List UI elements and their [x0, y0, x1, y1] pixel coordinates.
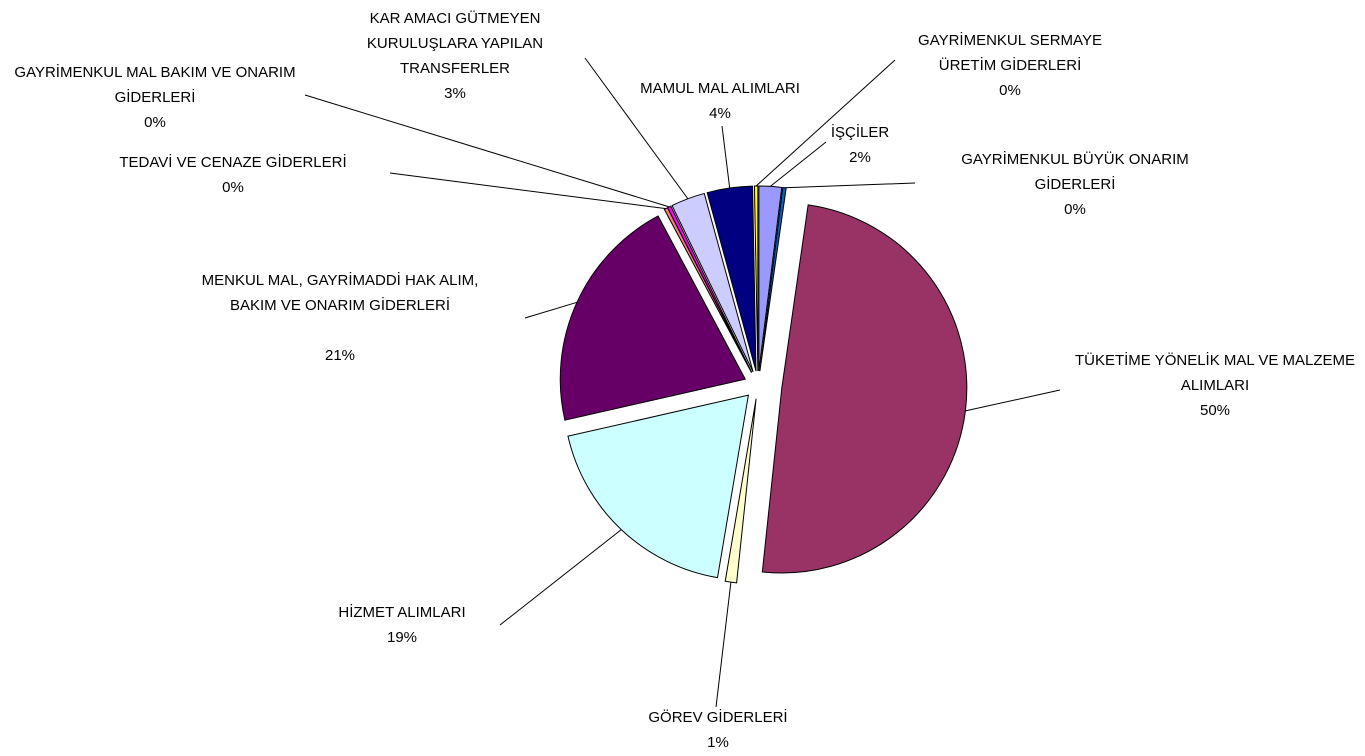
slice-label: MENKUL MAL, GAYRİMADDİ HAK ALIM, BAKIM V… [201, 272, 479, 314]
pie-slice [761, 204, 968, 574]
slice-label: GAYRİMENKUL BÜYÜK ONARIM GİDERLERİ [961, 151, 1189, 193]
slice-label: TÜKETİME YÖNELİK MAL VE MALZEME ALIMLARI [1074, 352, 1356, 394]
slice-label: TEDAVİ VE CENAZE GİDERLERİ [119, 154, 347, 171]
slice-value-label: 2% [849, 149, 871, 166]
slice-value-label: 4% [709, 105, 731, 122]
pie-slice [706, 185, 757, 372]
pie-slice [567, 394, 749, 579]
slice-label: GAYRİMENKUL MAL BAKIM VE ONARIM GİDERLER… [14, 64, 296, 106]
leader-line [499, 529, 622, 626]
leader-line [784, 182, 916, 189]
slice-value-label: 50% [1199, 402, 1231, 419]
slice-label: GÖREV GİDERLERİ [648, 709, 788, 726]
leader-line [721, 125, 731, 189]
slice-label: HİZMET ALIMLARI [338, 604, 466, 621]
leader-line [524, 301, 578, 319]
leader-line [304, 94, 670, 208]
slice-label: İŞÇİLER [830, 124, 890, 141]
slice-value-label: 1% [707, 734, 729, 751]
slice-value-label: 0% [999, 82, 1021, 99]
leader-line [584, 57, 689, 200]
leader-line [770, 141, 827, 187]
slice-label: KAR AMACI GÜTMEYEN KURULUŞLARA YAPILAN T… [366, 10, 544, 77]
leader-line [965, 389, 1061, 412]
slice-value-label: 0% [222, 179, 244, 196]
leader-line [389, 172, 666, 210]
slice-value-label: 3% [444, 85, 466, 102]
slice-label: GAYRİMENKUL SERMAYE ÜRETİM GİDERLERİ [918, 32, 1102, 74]
pie-slice [758, 185, 783, 372]
slice-value-label: 0% [144, 114, 166, 131]
slice-value-label: 21% [324, 347, 356, 364]
pie-slice [753, 185, 759, 372]
slice-value-label: 19% [386, 629, 418, 646]
slice-label: MAMUL MAL ALIMLARI [640, 80, 800, 97]
leader-line [715, 582, 732, 708]
leader-line [755, 59, 896, 187]
pie-slice [724, 398, 757, 584]
slice-value-label: 0% [1064, 201, 1086, 218]
